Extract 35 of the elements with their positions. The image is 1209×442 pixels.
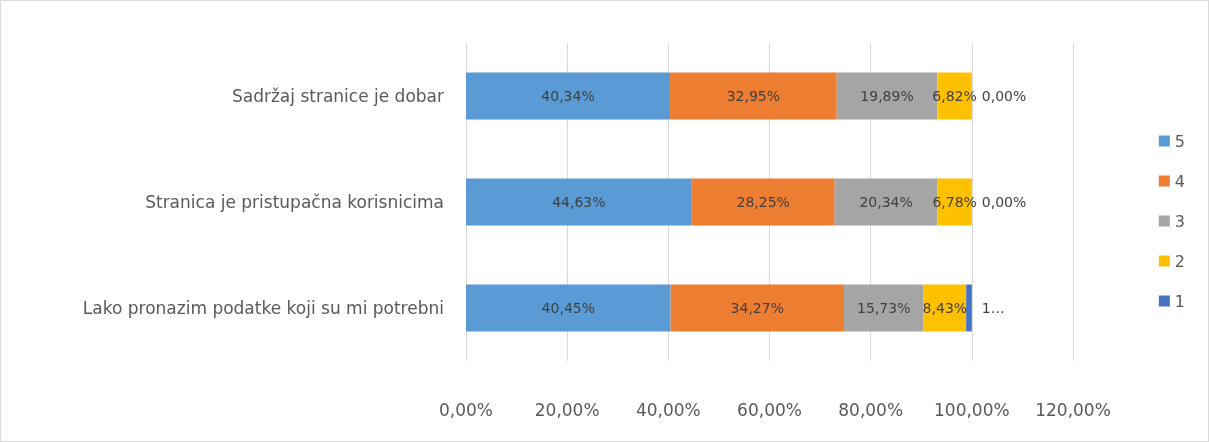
data-label: 28,25% (736, 194, 790, 210)
y-tick-label: Stranica je pristupačna korisnicima (145, 192, 444, 212)
data-label: 32,95% (726, 88, 781, 104)
data-label: 0,00% (981, 194, 1027, 210)
data-label: 40,34% (541, 88, 595, 104)
data-label: 1… (981, 300, 1005, 316)
bar (466, 178, 692, 226)
x-tick-label: 20,00% (534, 399, 600, 420)
data-label: 0,00% (981, 88, 1027, 104)
legend-label: 4 (1174, 171, 1186, 191)
x-tick-label: 40,00% (635, 399, 701, 420)
legend-label: 1 (1174, 291, 1186, 311)
bar (670, 72, 837, 120)
bar (670, 284, 844, 332)
x-tick-label: 60,00% (737, 399, 802, 420)
bar (691, 178, 835, 226)
bar (843, 284, 924, 332)
bar (466, 72, 671, 120)
data-label: 34,27% (730, 300, 784, 316)
bar (966, 284, 972, 332)
y-tick-label: Lako pronazim podatke koji su mi potrebni (82, 298, 444, 318)
y-tick-label: Sadržaj stranice je dobar (231, 86, 444, 106)
x-tick-label: 0,00% (438, 399, 494, 420)
data-label: 44,63% (552, 194, 606, 210)
x-tick-label: 100,00% (934, 399, 1010, 420)
legend-label: 2 (1174, 251, 1186, 271)
data-label: 15,73% (857, 300, 911, 316)
data-label: 19,89% (860, 88, 914, 104)
legend-label: 3 (1174, 211, 1186, 231)
data-label: 40,45% (541, 300, 595, 316)
x-tick-label: 80,00% (838, 399, 904, 420)
data-label: 20,34% (859, 194, 913, 210)
x-tick-label: 120,00% (1035, 399, 1111, 420)
bar (466, 284, 671, 332)
legend-label: 5 (1174, 131, 1186, 151)
